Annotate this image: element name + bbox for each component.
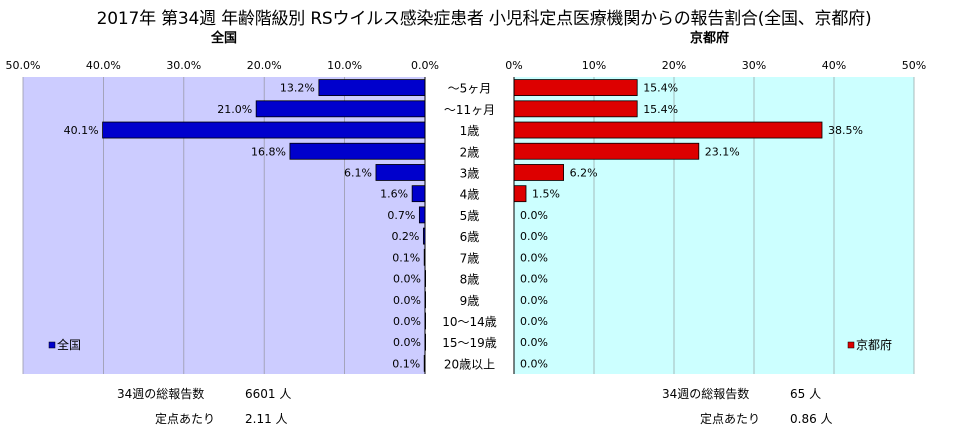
right-tick-label: 30% — [742, 59, 766, 72]
right-value-label: 0.0% — [520, 357, 548, 370]
left-value-label: 0.7% — [387, 209, 415, 222]
right-bar — [513, 121, 823, 139]
category-label: 7歳 — [460, 251, 480, 265]
category-label: 15〜19歳 — [442, 336, 497, 350]
category-label: 〜5ヶ月 — [448, 82, 492, 96]
right-value-label: 0.0% — [520, 336, 548, 349]
right-bar — [513, 100, 638, 118]
category-label: 8歳 — [460, 273, 480, 287]
category-label: 4歳 — [460, 188, 480, 202]
left-value-label: 0.0% — [393, 336, 421, 349]
left-value-label: 16.8% — [251, 145, 286, 158]
left-bar — [102, 121, 426, 139]
category-label: 10〜14歳 — [442, 315, 497, 329]
left-tick-label: 30.0% — [166, 59, 201, 72]
right-bar — [513, 142, 700, 160]
left-bar — [418, 206, 426, 224]
right-value-label: 6.2% — [570, 166, 598, 179]
left-bar — [289, 142, 426, 160]
right-value-label: 38.5% — [828, 124, 863, 137]
right-bar — [513, 164, 564, 181]
left-value-label: 0.0% — [393, 315, 421, 328]
right-chart-subtitle: 京都府 — [690, 31, 730, 46]
legend-swatch-kyoto — [847, 341, 855, 349]
left-tick-label: 0.0% — [411, 59, 439, 72]
legend-label-national: 全国 — [57, 337, 81, 352]
left-value-label: 0.0% — [393, 273, 421, 286]
kyoto-per-value: 0.86 人 — [790, 412, 833, 426]
national-total-value: 6601 人 — [245, 387, 292, 401]
left-value-label: 0.2% — [391, 230, 419, 243]
right-tick-label: 20% — [662, 59, 686, 72]
legend-swatch-national — [48, 341, 56, 349]
chart-title: 2017年 第34週 年齢階級別 RSウイルス感染症患者 小児科定点医療機関から… — [96, 9, 872, 29]
category-label: 2歳 — [460, 145, 480, 159]
national-per-value: 2.11 人 — [245, 412, 288, 426]
kyoto-total-label: 34週の総報告数 — [662, 387, 750, 401]
left-value-label: 13.2% — [280, 82, 315, 95]
category-label: 〜11ヶ月 — [444, 103, 495, 117]
right-tick-label: 40% — [822, 59, 846, 72]
left-bar — [375, 164, 426, 181]
left-bar — [255, 100, 426, 118]
left-tick-label: 10.0% — [327, 59, 362, 72]
legend-label-kyoto: 京都府 — [856, 337, 892, 352]
right-bar — [513, 185, 527, 203]
right-value-label: 0.0% — [520, 315, 548, 328]
category-label: 6歳 — [460, 230, 480, 244]
left-plot-area — [23, 77, 425, 374]
kyoto-total-value: 65 人 — [790, 387, 822, 401]
right-value-label: 23.1% — [705, 145, 740, 158]
category-label: 5歳 — [460, 209, 480, 223]
right-tick-label: 50% — [902, 59, 926, 72]
right-value-label: 15.4% — [643, 82, 678, 95]
left-value-label: 21.0% — [217, 103, 252, 116]
left-chart-subtitle: 全国 — [211, 31, 238, 46]
left-tick-label: 20.0% — [247, 59, 282, 72]
left-value-label: 0.1% — [392, 251, 420, 264]
left-bar — [318, 79, 426, 97]
right-value-label: 15.4% — [643, 103, 678, 116]
right-value-label: 0.0% — [520, 251, 548, 264]
right-value-label: 0.0% — [520, 209, 548, 222]
left-value-label: 1.6% — [380, 188, 408, 201]
national-total-label: 34週の総報告数 — [117, 387, 205, 401]
right-plot-area — [514, 77, 914, 374]
category-label: 3歳 — [460, 166, 480, 180]
kyoto-per-label: 定点あたり — [700, 412, 761, 426]
left-value-label: 0.1% — [392, 357, 420, 370]
category-label: 9歳 — [460, 294, 480, 308]
left-tick-label: 50.0% — [6, 59, 41, 72]
right-value-label: 0.0% — [520, 273, 548, 286]
national-per-label: 定点あたり — [155, 412, 216, 426]
right-tick-label: 0% — [505, 59, 522, 72]
right-tick-label: 10% — [582, 59, 606, 72]
category-label: 20歳以上 — [444, 357, 495, 371]
category-label: 1歳 — [460, 124, 480, 138]
left-value-label: 6.1% — [344, 166, 372, 179]
right-value-label: 0.0% — [520, 294, 548, 307]
right-bar — [513, 79, 638, 97]
left-tick-label: 40.0% — [86, 59, 121, 72]
right-value-label: 1.5% — [532, 188, 560, 201]
right-value-label: 0.0% — [520, 230, 548, 243]
left-value-label: 0.0% — [393, 294, 421, 307]
left-value-label: 40.1% — [64, 124, 99, 137]
left-bar — [411, 185, 426, 203]
